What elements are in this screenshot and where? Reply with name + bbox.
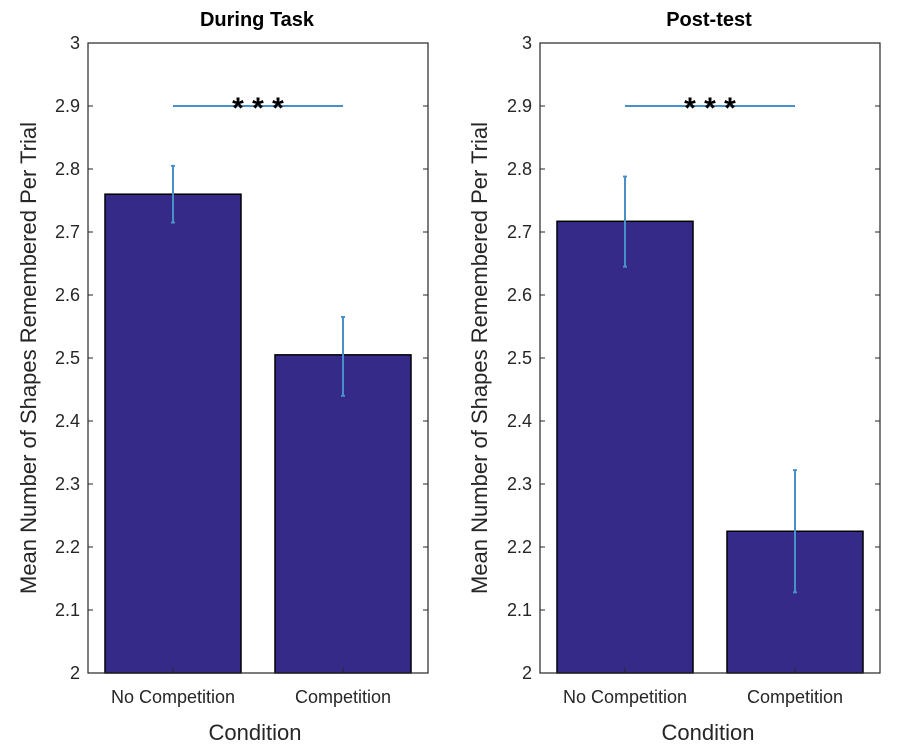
x-tick-label: Competition — [747, 687, 843, 707]
y-tick-label: 2.9 — [55, 96, 80, 116]
y-tick-label: 2.2 — [507, 537, 532, 557]
y-tick-label: 2.4 — [507, 411, 532, 431]
panel-title: Post-test — [666, 9, 752, 31]
panel-post-test: Post-test Condition Mean Number of Shape… — [467, 9, 881, 745]
significance-stars: * * * — [232, 92, 284, 125]
y-axis-label: Mean Number of Shapes Remembered Per Tri… — [16, 122, 41, 594]
y-tick-label: 2.1 — [55, 600, 80, 620]
y-tick-label: 3 — [522, 33, 532, 53]
y-tick-label: 2.8 — [55, 159, 80, 179]
y-tick-label: 2.6 — [55, 285, 80, 305]
y-tick-label: 2.4 — [55, 411, 80, 431]
significance-stars: * * * — [684, 92, 736, 125]
y-axis-label: Mean Number of Shapes Remembered Per Tri… — [467, 122, 492, 594]
y-tick-label: 2.2 — [55, 537, 80, 557]
y-tick-label: 2.3 — [507, 474, 532, 494]
y-tick-label: 2.7 — [55, 222, 80, 242]
x-tick-label: No Competition — [111, 687, 235, 707]
bar-no-competition — [104, 193, 242, 674]
bar-no-competition — [556, 220, 694, 674]
y-tick-label: 2 — [522, 663, 532, 683]
y-tick-label: 3 — [70, 33, 80, 53]
x-axis-label: Condition — [662, 720, 755, 745]
y-tick-label: 2.3 — [55, 474, 80, 494]
y-tick-label: 2.1 — [507, 600, 532, 620]
y-tick-label: 2 — [70, 663, 80, 683]
y-tick-label: 2.5 — [507, 348, 532, 368]
y-tick-label: 2.6 — [507, 285, 532, 305]
panel-during-task: During Task Condition Mean Number of Sha… — [16, 9, 429, 745]
x-tick-label: No Competition — [563, 687, 687, 707]
y-tick-label: 2.5 — [55, 348, 80, 368]
panel-title: During Task — [200, 9, 315, 31]
x-tick-label: Competition — [295, 687, 391, 707]
y-tick-label: 2.7 — [507, 222, 532, 242]
x-axis-label: Condition — [209, 720, 302, 745]
y-tick-label: 2.8 — [507, 159, 532, 179]
bar-competition — [274, 354, 412, 674]
y-tick-label: 2.9 — [507, 96, 532, 116]
